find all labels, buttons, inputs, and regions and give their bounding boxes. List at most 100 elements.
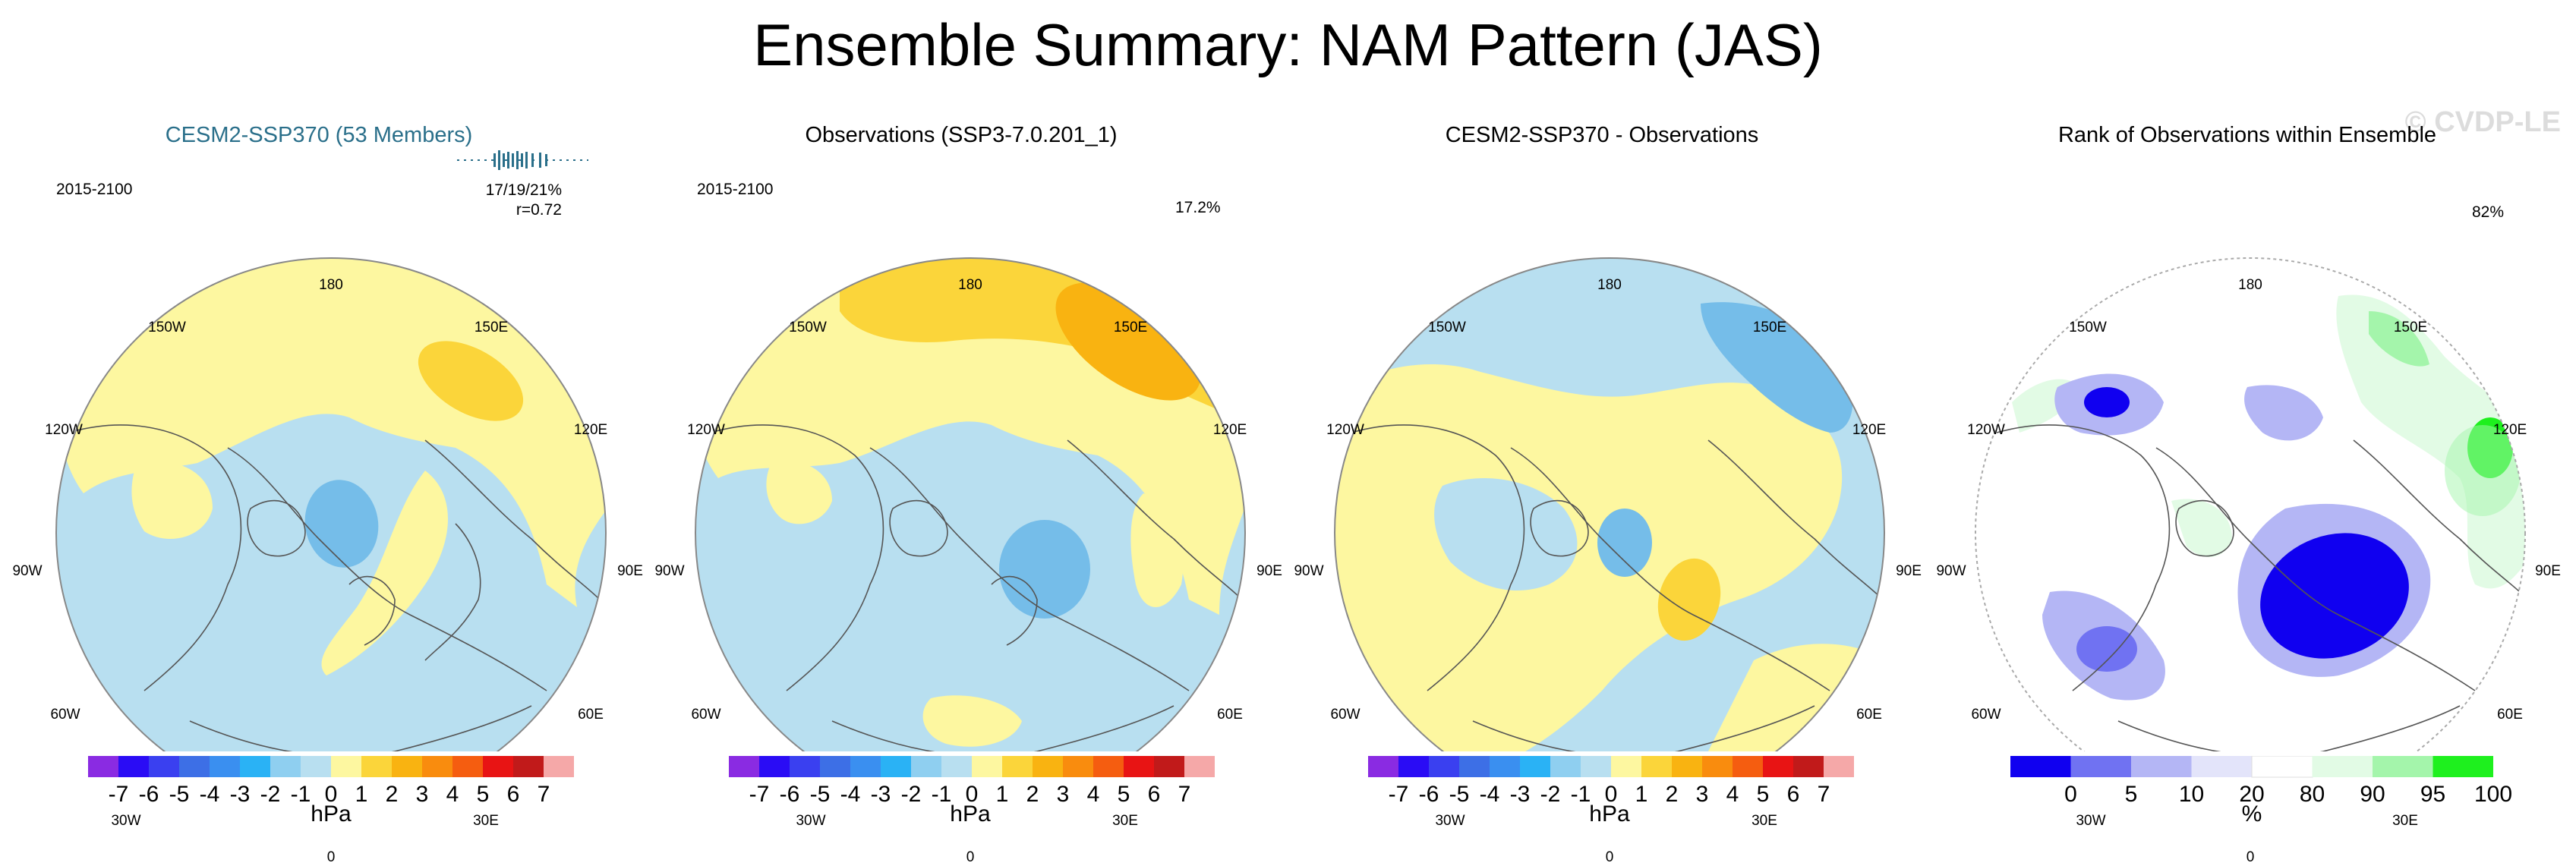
panel-title[interactable]: CESM2-SSP370 (53 Members) (165, 123, 473, 147)
colorbar-swatch (483, 756, 514, 777)
colorbar-tick-label: 10 (2178, 782, 2205, 807)
colorbar-swatch (513, 756, 544, 777)
colorbar-swatch (1368, 756, 1399, 777)
colorbar-tick-label: 5 (2124, 782, 2138, 807)
colorbar-tick-label: 5 (476, 782, 490, 807)
colorbar-unit: hPa (1589, 801, 1630, 827)
colorbar-swatch (1154, 756, 1185, 777)
lon-label-30w: 30W (111, 813, 141, 829)
colorbar (2010, 756, 2493, 778)
lon-label-0: 0 (2246, 849, 2255, 865)
lon-label-0: 0 (1605, 849, 1614, 865)
ensemble-stats: 17/19/21% r=0.72 (471, 181, 562, 220)
colorbar-swatch (1641, 756, 1673, 777)
high-rank-region-pacific (2336, 294, 2525, 589)
lon-label-60w: 60W (50, 707, 80, 723)
lon-label-120w: 120W (687, 422, 725, 438)
lon-label-180: 180 (2238, 277, 2262, 293)
colorbar-tick-label: 4 (1086, 782, 1100, 807)
map-boundary (55, 257, 607, 751)
colorbar-swatch (941, 756, 973, 777)
colorbar-swatch (1550, 756, 1581, 777)
colorbar-tick-label: -1 (931, 782, 952, 807)
colorbar-swatch (270, 756, 301, 777)
colorbar-swatch (850, 756, 881, 777)
colorbar-tick-label: -5 (169, 782, 190, 807)
period-label: 2015-2100 (697, 181, 774, 198)
lon-label-30w: 30W (796, 813, 826, 829)
colorbar-swatch (1824, 756, 1854, 777)
colorbar-swatch (2312, 756, 2373, 777)
colorbar-tick-label: -5 (1449, 782, 1470, 807)
colorbar-tick-label: -3 (870, 782, 891, 807)
lon-label-90e: 90E (617, 563, 643, 579)
colorbar-tick-label: 2 (385, 782, 399, 807)
colorbar-swatch (301, 756, 332, 777)
lon-label-120e: 120E (573, 422, 608, 438)
high-rank-region-arctic (2171, 499, 2232, 557)
polar-map (695, 257, 1246, 751)
colorbar-tick-label: -2 (900, 782, 922, 807)
panel-title: CESM2-SSP370 - Observations (1445, 123, 1759, 147)
colorbar-tick-label: 6 (1786, 782, 1800, 807)
colorbar-tick-label: 7 (1817, 782, 1830, 807)
negative-min-barents (999, 520, 1090, 619)
middle-rank-region (1975, 258, 2525, 751)
colorbar-swatch (1490, 756, 1521, 777)
stats-percentiles: 17/19/21% (485, 181, 562, 199)
lon-label-60w: 60W (1971, 707, 2001, 723)
lon-label-60e: 60E (1856, 707, 1882, 723)
coastlines (1996, 424, 2525, 751)
lon-label-90w: 90W (1936, 563, 1966, 579)
negative-min-arctic (1597, 509, 1652, 577)
lon-label-60e: 60E (1217, 707, 1243, 723)
colorbar-swatch (1702, 756, 1733, 777)
colorbar-swatch (210, 756, 241, 777)
coastlines (710, 424, 1243, 751)
colorbar-swatch (392, 756, 423, 777)
colorbar-unit: % (2241, 801, 2262, 827)
lon-label-90e: 90E (1896, 563, 1922, 579)
map-boundary (695, 257, 1246, 751)
period-label: 2015-2100 (56, 181, 133, 198)
positive-region-eurasia (1335, 364, 1843, 751)
colorbar-swatch (1002, 756, 1033, 777)
watermark: © CVDP-LE (2404, 106, 2561, 138)
panel-observations: Observations (SSP3-7.0.201_1) 2015-2100 … (642, 114, 1282, 865)
colorbar-swatch (1763, 756, 1794, 777)
colorbar-swatch (1672, 756, 1703, 777)
colorbar-swatch (881, 756, 912, 777)
colorbar-swatch (2131, 756, 2192, 777)
colorbar-swatch (759, 756, 790, 777)
colorbar-swatch (972, 756, 1003, 777)
colorbar-swatch (729, 756, 760, 777)
lon-label-120e: 120E (1852, 422, 1887, 438)
lon-label-180: 180 (1597, 277, 1622, 293)
lon-label-60w: 60W (1330, 707, 1361, 723)
panel-rank: Rank of Observations within Ensemble 82% (1928, 114, 2566, 865)
negative-region-arctic (1434, 478, 1578, 591)
colorbar-tick-label: -7 (108, 782, 129, 807)
positive-max-pacific (418, 341, 524, 421)
colorbar-swatch (1733, 756, 1764, 777)
colorbar-tick-label: 5 (1117, 782, 1130, 807)
colorbar-tick-label: 80 (2299, 782, 2325, 807)
stats-correlation: r=0.72 (516, 201, 562, 219)
colorbar-swatch (1398, 756, 1430, 777)
lon-label-150w: 150W (789, 320, 827, 335)
colorbar-tick-label: 0 (2064, 782, 2077, 807)
colorbar-tick-label: 4 (446, 782, 459, 807)
coastlines (1351, 424, 1884, 751)
colorbar-tick-label: 0 (324, 782, 338, 807)
colorbar-swatch (1063, 756, 1094, 777)
low-rank-siberia (2244, 385, 2323, 441)
lon-label-90w: 90W (654, 563, 685, 579)
colorbar-unit: hPa (950, 801, 991, 827)
colorbar-tick-label: 2 (1665, 782, 1679, 807)
lon-label-30w: 30W (2076, 813, 2106, 829)
colorbar-swatch (2010, 756, 2071, 777)
colorbar (88, 756, 574, 777)
colorbar-tick-label: 0 (965, 782, 979, 807)
colorbar-tick-label: 90 (2360, 782, 2385, 807)
lon-label-120e: 120E (1212, 422, 1247, 438)
